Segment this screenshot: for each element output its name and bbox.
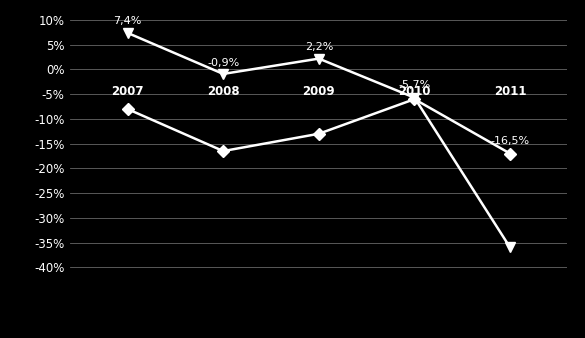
Text: -0,9%: -0,9% xyxy=(207,58,239,68)
Text: 7,4%: 7,4% xyxy=(113,16,142,26)
Text: 2010: 2010 xyxy=(398,85,431,98)
Text: 2008: 2008 xyxy=(207,85,239,98)
Text: -5,7%: -5,7% xyxy=(398,80,431,90)
Legend: Vinstmarginal, Vinstmarginal (exkl stöd): Vinstmarginal, Vinstmarginal (exkl stöd) xyxy=(163,334,474,338)
Text: -16,5%: -16,5% xyxy=(490,136,529,146)
Text: 2011: 2011 xyxy=(494,85,526,98)
Text: 2007: 2007 xyxy=(111,85,144,98)
Text: 2009: 2009 xyxy=(302,85,335,98)
Text: 2,2%: 2,2% xyxy=(305,42,333,52)
